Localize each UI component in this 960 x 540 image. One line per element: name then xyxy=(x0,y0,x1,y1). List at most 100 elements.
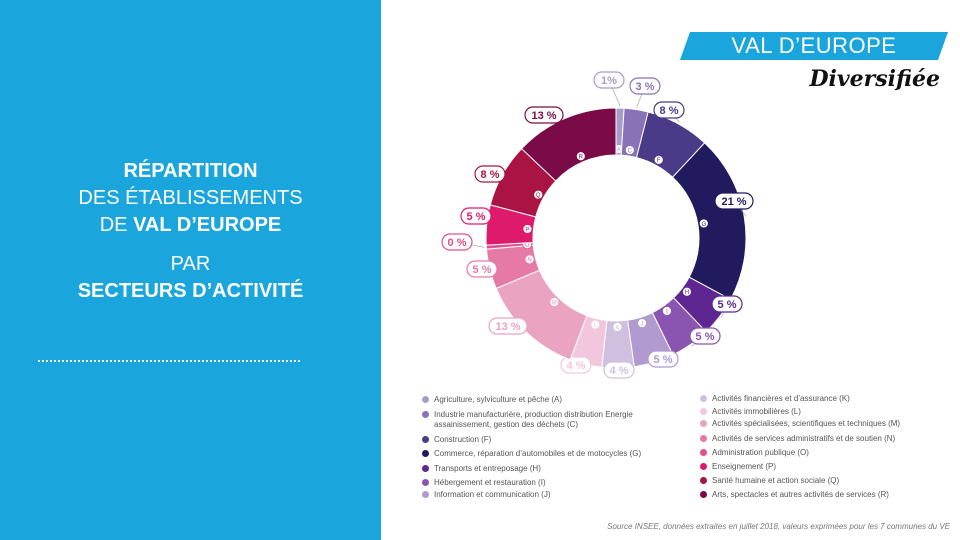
slice-letter-L: L xyxy=(590,319,601,330)
svg-text:13 %: 13 % xyxy=(495,321,520,333)
legend-swatch-N xyxy=(700,435,707,442)
svg-text:5 %: 5 % xyxy=(473,264,492,276)
brand-banner-shape xyxy=(680,32,948,60)
donut-chart: A 1% C 3 % F 8 % G 21 % H 5 % I 5 % J 5 % K 4 % L 4 % M 13 … xyxy=(441,71,754,379)
value-label-N: 5 % xyxy=(466,260,498,278)
legend-swatch-Q xyxy=(700,477,707,484)
svg-text:C: C xyxy=(628,148,633,154)
title-line-1: RÉPARTITION xyxy=(123,160,258,182)
slice-letter-J: J xyxy=(637,318,647,329)
svg-text:N: N xyxy=(527,258,531,264)
svg-text:K: K xyxy=(615,325,619,331)
value-label-P: 5 % xyxy=(460,207,492,225)
svg-text:4 %: 4 % xyxy=(567,360,586,372)
value-label-K: 4 % xyxy=(603,361,635,379)
title-line-3-bold: VAL D’EUROPE xyxy=(133,214,282,236)
legend-swatch-L xyxy=(700,408,707,415)
svg-text:4 %: 4 % xyxy=(610,365,629,377)
title-line-4: PAR xyxy=(170,253,211,275)
svg-text:1%: 1% xyxy=(601,75,617,87)
legend-swatch-H xyxy=(422,465,429,472)
source-note: Source INSEE, données extraites en juill… xyxy=(607,522,950,531)
svg-text:L: L xyxy=(594,323,598,329)
brand-tagline: Diversifiée xyxy=(809,66,940,92)
svg-text:8 %: 8 % xyxy=(660,105,679,117)
left-panel xyxy=(0,0,381,540)
svg-text:A: A xyxy=(617,147,621,153)
legend-swatch-J xyxy=(422,491,429,498)
value-label-I: 5 % xyxy=(689,327,721,345)
legend-swatch-A xyxy=(422,396,429,403)
value-label-C: 3 % xyxy=(629,77,661,95)
svg-text:3 %: 3 % xyxy=(636,81,655,93)
slice-letter-K: K xyxy=(612,322,623,332)
dotted-divider xyxy=(38,360,300,362)
legend-label-H: Transports et entreposage (H) xyxy=(434,464,541,473)
svg-text:5 %: 5 % xyxy=(467,211,486,223)
legend-label-N: Activités de services administratifs et … xyxy=(712,434,896,443)
brand-banner: VAL D’EUROPE xyxy=(680,32,948,60)
svg-text:P: P xyxy=(525,227,529,233)
legend-label-L: Activités immobilières (L) xyxy=(712,407,801,416)
legend-swatch-M xyxy=(700,420,707,427)
legend-label-O: Administration publique (O) xyxy=(712,448,809,457)
value-label-G: 21 % xyxy=(714,192,754,210)
legend-swatch-C xyxy=(422,411,429,418)
slice-letter-I: I xyxy=(662,306,672,316)
value-label-R: 13 % xyxy=(524,106,564,124)
slice-letter-Q: Q xyxy=(533,189,544,200)
svg-text:I: I xyxy=(666,309,668,315)
value-label-F: 8 % xyxy=(653,101,685,119)
value-label-A: 1% xyxy=(593,71,625,89)
title-line-3: DE VAL D’EUROPE xyxy=(0,212,381,239)
slice-G xyxy=(671,142,747,301)
svg-text:5 %: 5 % xyxy=(718,299,737,311)
slice-letter-C: C xyxy=(624,145,635,155)
value-label-H: 5 % xyxy=(711,295,743,313)
svg-text:M: M xyxy=(552,300,557,306)
value-label-M: 13 % xyxy=(488,317,528,335)
legend-label-M: Activités spécialisées, scientifiques et… xyxy=(712,419,901,428)
legend-swatch-F xyxy=(422,436,429,443)
slice-letter-R: R xyxy=(575,151,586,162)
legend-label-C: Industrie manufacturière, production dis… xyxy=(434,410,633,429)
legend-swatch-I xyxy=(422,479,429,486)
slice-letter-G: G xyxy=(698,218,709,229)
svg-text:21 %: 21 % xyxy=(721,196,746,208)
value-label-O: 0 % xyxy=(441,233,473,251)
svg-text:G: G xyxy=(701,222,706,228)
brand-name: VAL D’EUROPE xyxy=(731,33,897,58)
legend-swatch-G xyxy=(422,450,429,457)
svg-text:13 %: 13 % xyxy=(531,110,556,122)
value-label-Q: 8 % xyxy=(474,165,506,183)
title-line-5: SECTEURS D’ACTIVITÉ xyxy=(77,280,304,302)
value-label-L: 4 % xyxy=(560,356,592,374)
legend-label-P: Enseignement (P) xyxy=(712,462,777,471)
svg-text:Q: Q xyxy=(536,193,541,199)
svg-text:8 %: 8 % xyxy=(481,169,500,181)
slice-letter-P: P xyxy=(522,224,533,234)
title-line-2: DES ÉTABLISSEMENTS xyxy=(78,187,303,209)
legend-label-K: Activités financières et d’assurance (K) xyxy=(712,394,850,403)
legend-label-F: Construction (F) xyxy=(434,435,492,444)
legend-swatch-R xyxy=(700,491,707,498)
svg-text:0 %: 0 % xyxy=(448,237,467,249)
value-label-J: 5 % xyxy=(647,350,679,368)
title-line-3-prefix: DE xyxy=(99,214,134,236)
legend-label-G: Commerce, réparation d’automobiles et de… xyxy=(434,449,642,458)
svg-text:J: J xyxy=(641,321,644,327)
legend-swatch-O xyxy=(700,449,707,456)
legend-swatch-K xyxy=(700,395,707,402)
svg-text:H: H xyxy=(685,290,689,296)
page-title: RÉPARTITION DES ÉTABLISSEMENTS DE VAL D’… xyxy=(0,158,381,305)
legend-label-Q: Santé humaine et action sociale (Q) xyxy=(712,476,840,485)
legend-label-J: Information et communication (J) xyxy=(434,490,551,499)
slice-M xyxy=(495,269,588,361)
svg-text:R: R xyxy=(579,155,584,161)
svg-text:O: O xyxy=(525,243,530,249)
legend-label-I: Hébergement et restauration (I) xyxy=(434,478,546,487)
slice-letter-N: N xyxy=(524,254,535,265)
svg-text:5 %: 5 % xyxy=(696,331,715,343)
slice-letter-F: F xyxy=(653,155,664,165)
slice-letter-M: M xyxy=(549,297,560,308)
